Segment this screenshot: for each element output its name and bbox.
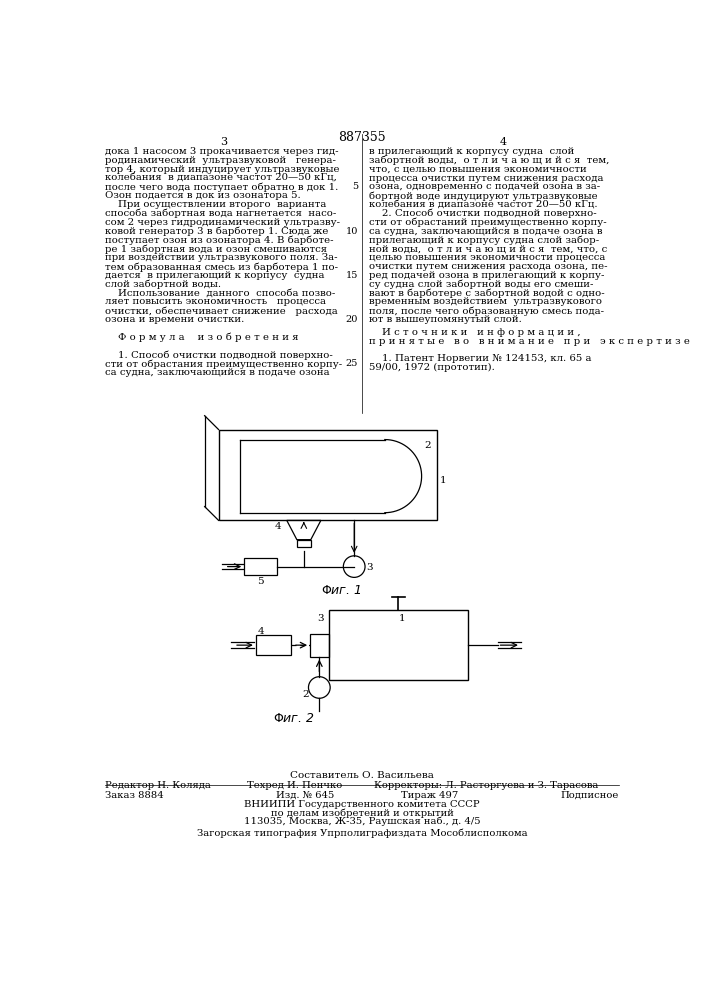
Text: колебания  в диапазоне частот 20—50 кГц,: колебания в диапазоне частот 20—50 кГц, [105, 174, 337, 183]
Bar [297, 540, 311, 547]
Bar [256, 635, 291, 655]
Text: Заказ 8884: Заказ 8884 [105, 791, 164, 800]
Text: очистки, обеспечивает снижение   расхода: очистки, обеспечивает снижение расхода [105, 306, 338, 316]
Text: 2. Способ очистки подводной поверхно-: 2. Способ очистки подводной поверхно- [369, 209, 597, 218]
Text: озона и времени очистки.: озона и времени очистки. [105, 315, 245, 324]
Text: поля, после чего образованную смесь пода-: поля, после чего образованную смесь пода… [369, 306, 604, 316]
Text: Озон подается в док из озонатора 5.: Озон подается в док из озонатора 5. [105, 191, 301, 200]
Text: 5: 5 [352, 182, 358, 191]
Bar [329, 610, 468, 680]
Text: 3: 3 [317, 614, 324, 623]
Text: ВНИИПИ Государственного комитета СССР: ВНИИПИ Государственного комитета СССР [244, 800, 480, 809]
Text: временным воздействием  ультразвукового: временным воздействием ультразвукового [369, 297, 602, 306]
Text: $\Phi$иг. 1: $\Phi$иг. 1 [321, 584, 361, 597]
Text: вают в барботере с забортной водой с одно-: вают в барботере с забортной водой с одн… [369, 289, 604, 298]
Text: колебания в диапазоне частот 20—50 кГц.: колебания в диапазоне частот 20—50 кГц. [369, 200, 597, 209]
Text: тем образованная смесь из барботера 1 по-: тем образованная смесь из барботера 1 по… [105, 262, 339, 272]
Text: процесса очистки путем снижения расхода: процесса очистки путем снижения расхода [369, 174, 604, 183]
Text: 1. Способ очистки подводной поверхно-: 1. Способ очистки подводной поверхно- [105, 351, 333, 360]
Text: при воздействии ультразвукового поля. За-: при воздействии ультразвукового поля. За… [105, 253, 338, 262]
Text: 4: 4 [499, 137, 506, 147]
Text: 1. Патент Норвегии № 124153, кл. 65 а: 1. Патент Норвегии № 124153, кл. 65 а [369, 354, 592, 363]
Text: 3: 3 [221, 137, 228, 147]
Text: бортной воде индуцируют ультразвуковые: бортной воде индуцируют ультразвуковые [369, 191, 597, 201]
Bar [244, 558, 276, 575]
Text: При осуществлении второго  варианта: При осуществлении второго варианта [105, 200, 327, 209]
Text: забортной воды,  о т л и ч а ю щ и й с я  тем,: забортной воды, о т л и ч а ю щ и й с я … [369, 156, 609, 165]
Bar [310, 634, 329, 657]
Text: Использование  данного  способа позво-: Использование данного способа позво- [105, 289, 336, 298]
Text: 3: 3 [367, 563, 373, 572]
Text: 59/00, 1972 (прототип).: 59/00, 1972 (прототип). [369, 363, 495, 372]
Text: Редактор Н. Коляда: Редактор Н. Коляда [105, 781, 211, 790]
Text: поступает озон из озонатора 4. В барботе-: поступает озон из озонатора 4. В барботе… [105, 235, 334, 245]
Text: п р и н я т ы е   в о   в н и м а н и е   п р и   э к с п е р т и з е: п р и н я т ы е в о в н и м а н и е п р … [369, 337, 690, 346]
Text: ре 1 забортная вода и озон смешиваются: ре 1 забортная вода и озон смешиваются [105, 244, 327, 254]
Text: слой забортной воды.: слой забортной воды. [105, 280, 221, 289]
Text: озона, одновременно с подачей озона в за-: озона, одновременно с подачей озона в за… [369, 182, 600, 191]
Text: очистки путем снижения расхода озона, пе-: очистки путем снижения расхода озона, пе… [369, 262, 607, 271]
Text: са судна, заключающийся в подаче озона в: са судна, заключающийся в подаче озона в [369, 227, 602, 236]
Text: Изд. № 645: Изд. № 645 [276, 791, 334, 800]
Text: сти от обрастаний преимущественно корпу-: сти от обрастаний преимущественно корпу- [369, 218, 607, 227]
Text: 5: 5 [257, 577, 264, 586]
Text: И с т о ч н и к и   и н ф о р м а ц и и ,: И с т о ч н и к и и н ф о р м а ц и и , [369, 328, 580, 337]
Bar [218, 430, 437, 520]
Text: ред подачей озона в прилегающий к корпу-: ред подачей озона в прилегающий к корпу- [369, 271, 604, 280]
Text: 2: 2 [303, 690, 309, 699]
Text: дока 1 насосом 3 прокачивается через гид-: дока 1 насосом 3 прокачивается через гид… [105, 147, 339, 156]
Text: 1: 1 [440, 476, 446, 485]
Text: 4: 4 [274, 522, 281, 531]
Text: су судна слой забортной воды его смеши-: су судна слой забортной воды его смеши- [369, 280, 593, 289]
Text: $\Phi$иг. 2: $\Phi$иг. 2 [273, 712, 315, 725]
Text: 2: 2 [424, 441, 431, 450]
Text: са судна, заключающийся в подаче озона: са судна, заключающийся в подаче озона [105, 368, 330, 377]
Text: прилегающий к корпусу судна слой забор-: прилегающий к корпусу судна слой забор- [369, 235, 599, 245]
Text: что, с целью повышения экономичности: что, с целью повышения экономичности [369, 165, 587, 174]
Text: Техред И. Пенчко: Техред И. Пенчко [247, 781, 342, 790]
Text: ют в вышеупомянутый слой.: ют в вышеупомянутый слой. [369, 315, 522, 324]
Text: Составитель О. Васильева: Составитель О. Васильева [290, 771, 434, 780]
Text: сти от обрастания преимущественно корпу-: сти от обрастания преимущественно корпу- [105, 359, 343, 369]
Text: ляет повысить экономичность   процесса: ляет повысить экономичность процесса [105, 297, 327, 306]
Text: ной воды,  о т л и ч а ю щ и й с я  тем, что, с: ной воды, о т л и ч а ю щ и й с я тем, ч… [369, 244, 607, 253]
Text: ковой генератор 3 в барботер 1. Сюда же: ковой генератор 3 в барботер 1. Сюда же [105, 227, 329, 236]
Text: 4: 4 [257, 627, 264, 636]
Text: 10: 10 [346, 227, 358, 236]
Text: 25: 25 [346, 359, 358, 368]
Text: Тираж 497: Тираж 497 [401, 791, 458, 800]
Text: тор 4, который индуцирует ультразвуковые: тор 4, который индуцирует ультразвуковые [105, 165, 340, 174]
Text: 887355: 887355 [338, 131, 386, 144]
Text: 1: 1 [398, 614, 405, 623]
Text: дается  в прилегающий к корпусу  судна: дается в прилегающий к корпусу судна [105, 271, 325, 280]
Text: Ф о р м у л а    и з о б р е т е н и я: Ф о р м у л а и з о б р е т е н и я [105, 333, 299, 342]
Text: Корректоры: Л. Расторгуева и З. Тарасова: Корректоры: Л. Расторгуева и З. Тарасова [373, 781, 598, 790]
Text: по делам изобретений и открытий: по делам изобретений и открытий [271, 808, 453, 818]
Text: после чего вода поступает обратно в док 1.: после чего вода поступает обратно в док … [105, 182, 339, 192]
Text: 113035, Москва, Ж-35, Раушская наб., д. 4/5: 113035, Москва, Ж-35, Раушская наб., д. … [244, 817, 480, 826]
Text: 15: 15 [346, 271, 358, 280]
Text: целью повышения экономичности процесса: целью повышения экономичности процесса [369, 253, 605, 262]
Text: 20: 20 [346, 315, 358, 324]
Text: родинамический  ультразвуковой   генера-: родинамический ультразвуковой генера- [105, 156, 337, 165]
Text: Подписное: Подписное [561, 791, 619, 800]
Text: Загорская типография Упрполиграфиздата Мособлисполкома: Загорская типография Упрполиграфиздата М… [197, 828, 527, 838]
Text: в прилегающий к корпусу судна  слой: в прилегающий к корпусу судна слой [369, 147, 574, 156]
Text: способа забортная вода нагнетается  насо-: способа забортная вода нагнетается насо- [105, 209, 337, 218]
Text: сом 2 через гидродинамический ультразву-: сом 2 через гидродинамический ультразву- [105, 218, 341, 227]
